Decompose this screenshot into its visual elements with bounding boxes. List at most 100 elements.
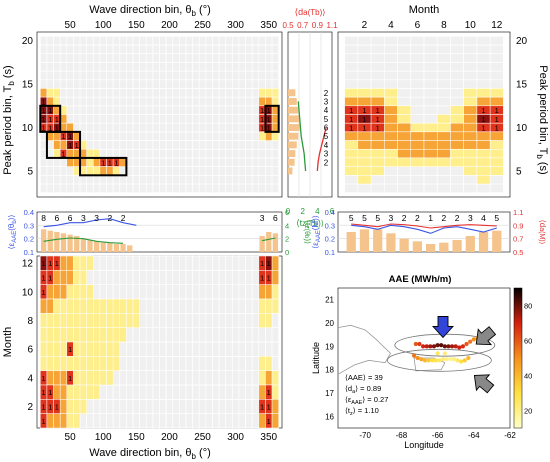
grid-cell bbox=[145, 255, 154, 271]
grid-cell bbox=[245, 166, 253, 176]
grid-cell bbox=[238, 53, 246, 63]
grid-cell bbox=[132, 70, 140, 81]
heat-cell bbox=[59, 384, 68, 400]
grid-cell bbox=[450, 35, 465, 46]
heat-cell bbox=[410, 131, 425, 141]
grid-cell bbox=[198, 96, 207, 107]
grid-cell bbox=[53, 174, 61, 185]
grid-cell bbox=[245, 384, 253, 400]
grid-cell bbox=[225, 398, 233, 415]
grid-cell bbox=[66, 174, 74, 185]
grid-cell bbox=[225, 105, 233, 115]
heat-cell bbox=[79, 399, 87, 414]
grid-cell bbox=[139, 284, 147, 300]
heat-cell bbox=[46, 298, 54, 314]
grid-cell bbox=[231, 384, 240, 400]
grid-cell bbox=[152, 62, 160, 72]
grid-cell bbox=[218, 131, 227, 141]
grid-cell bbox=[119, 269, 127, 286]
grid-cell bbox=[119, 53, 127, 63]
heat-cell bbox=[66, 399, 74, 414]
grid-cell bbox=[192, 384, 200, 400]
heat-cell bbox=[79, 270, 87, 285]
grid-cell bbox=[112, 122, 121, 133]
map-y-tick-label: 21 bbox=[325, 296, 334, 305]
grid-cell bbox=[139, 157, 147, 167]
heat-cell bbox=[357, 131, 372, 141]
grid-cell bbox=[46, 35, 54, 46]
profile-bar bbox=[87, 240, 93, 252]
tz-tick-label: 6 bbox=[330, 207, 335, 216]
cell-label: 1 bbox=[68, 141, 72, 150]
grid-cell bbox=[172, 284, 180, 300]
grid-cell bbox=[172, 157, 180, 167]
heat-cell bbox=[410, 157, 425, 167]
grid-cell bbox=[86, 88, 94, 98]
grid-cell bbox=[218, 384, 227, 400]
grid-cell bbox=[139, 105, 147, 115]
map-point bbox=[422, 358, 428, 363]
grid-cell bbox=[218, 114, 227, 124]
grid-cell bbox=[159, 174, 167, 185]
heat-cell bbox=[370, 96, 385, 107]
heat-cell bbox=[397, 114, 412, 124]
grid-cell bbox=[106, 79, 114, 89]
grid-cell bbox=[99, 122, 107, 133]
grid-cell bbox=[92, 70, 101, 81]
grid-cell bbox=[139, 131, 147, 141]
map-y-tick-label: 17 bbox=[325, 389, 334, 398]
grid-cell bbox=[53, 79, 61, 89]
heat-cell bbox=[265, 313, 273, 328]
heat-cell bbox=[258, 88, 266, 98]
wave-arrow-gray bbox=[473, 374, 495, 394]
grid-cell bbox=[212, 88, 220, 98]
heat-cell bbox=[397, 122, 412, 133]
grid-cell bbox=[436, 79, 451, 89]
heat-cell bbox=[397, 140, 412, 150]
grid-cell bbox=[106, 384, 114, 400]
heat-cell bbox=[59, 284, 68, 300]
cell-label: 1 bbox=[349, 106, 353, 115]
grid-cell bbox=[139, 166, 147, 176]
grid-cell bbox=[238, 44, 246, 55]
y-tick-label: 2 bbox=[27, 402, 33, 413]
grid-cell bbox=[152, 413, 160, 429]
y-tick-label: 6 bbox=[27, 345, 33, 356]
grid-cell bbox=[231, 44, 240, 55]
grid-cell bbox=[152, 269, 160, 286]
tz-tick-label: 2 bbox=[300, 207, 305, 216]
grid-cell bbox=[225, 341, 233, 357]
map-panel: AAE (MWh/m) ⟨AAE⟩ = 39⟨da⟩ = 0.89⟨εAAE⟩ … bbox=[311, 274, 532, 450]
heat-cell bbox=[59, 413, 68, 429]
grid-cell bbox=[99, 79, 107, 89]
grid-cell bbox=[251, 131, 260, 141]
grid-cell bbox=[271, 183, 280, 194]
grid-cell bbox=[192, 140, 200, 150]
grid-cell bbox=[86, 53, 94, 63]
grid-cell bbox=[152, 96, 160, 107]
grid-cell bbox=[192, 62, 200, 72]
grid-cell bbox=[225, 384, 233, 400]
grid-cell bbox=[159, 298, 167, 314]
grid-cell bbox=[205, 62, 213, 72]
grid-cell bbox=[238, 298, 246, 314]
heat-cell bbox=[66, 327, 74, 343]
period-profile-da-title: ⟨da(Tb)⟩ bbox=[295, 7, 326, 17]
direction-profile-tz-title: ⟨tz(θb)⟩ bbox=[303, 220, 312, 244]
grid-cell bbox=[251, 384, 260, 400]
grid-cell bbox=[172, 255, 180, 271]
grid-cell bbox=[397, 166, 412, 176]
grid-cell bbox=[258, 341, 266, 357]
grid-cell bbox=[357, 62, 372, 72]
grid-cell bbox=[185, 114, 193, 124]
grid-cell bbox=[92, 131, 101, 141]
grid-cell bbox=[344, 79, 359, 89]
grid-cell bbox=[212, 140, 220, 150]
heat-cell bbox=[384, 148, 398, 159]
grid-cell bbox=[126, 269, 134, 286]
grid-cell bbox=[218, 255, 227, 271]
grid-cell bbox=[106, 53, 114, 63]
grid-cell bbox=[46, 157, 54, 167]
cell-label: 1 bbox=[42, 124, 46, 133]
